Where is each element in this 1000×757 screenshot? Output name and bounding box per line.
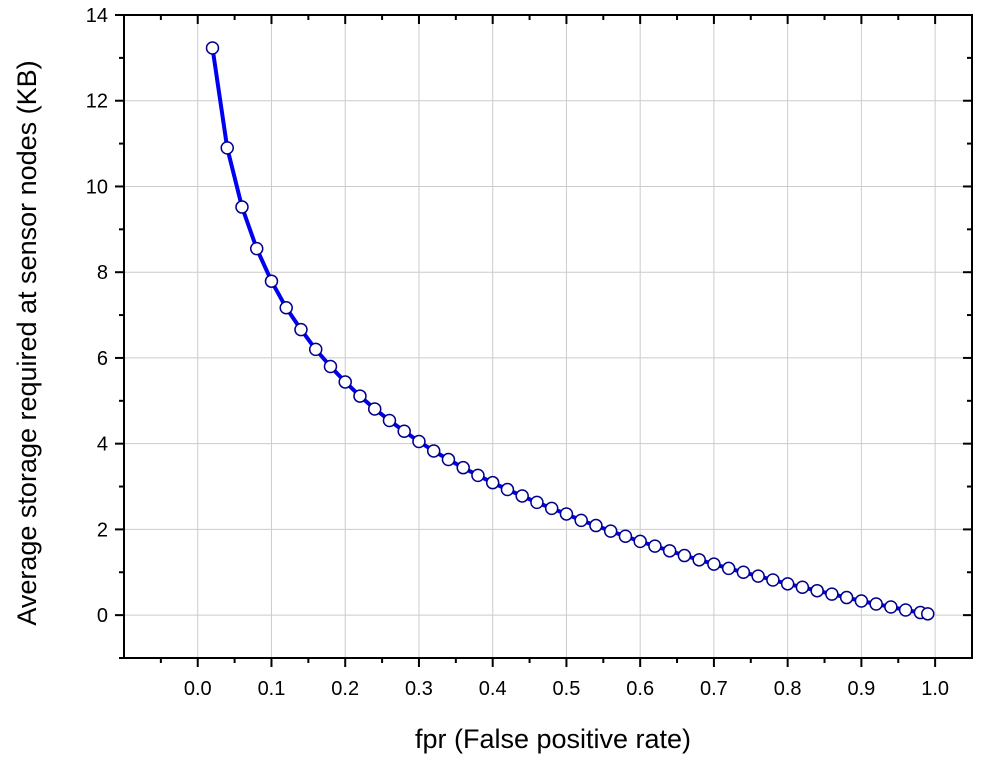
data-point — [367, 402, 382, 416]
data-point — [751, 569, 765, 583]
y-tick-label: 0 — [97, 605, 108, 627]
data-point — [721, 561, 736, 576]
x-tick-label: 0.8 — [774, 678, 802, 700]
data-point — [736, 565, 751, 580]
x-axis-title: fpr (False positive rate) — [415, 724, 691, 754]
y-axis-title: Average storage required at sensor nodes… — [12, 60, 42, 625]
y-tick-label: 12 — [86, 91, 108, 113]
data-point — [456, 460, 470, 475]
x-tick-labels: 0.0 0.1 0.2 0.3 0.4 0.5 0.6 0.7 0.8 0.9 1.0 — [184, 678, 949, 700]
data-point — [412, 434, 426, 449]
data-point — [397, 424, 411, 438]
x-tick-label: 0.1 — [258, 678, 286, 700]
x-tick-label: 0.5 — [553, 678, 581, 700]
data-point — [220, 141, 234, 155]
x-tick-label: 0.2 — [331, 678, 359, 700]
data-point — [485, 475, 500, 490]
y-tick-label: 14 — [86, 5, 108, 27]
data-point — [921, 607, 935, 621]
data-point — [544, 501, 559, 516]
data-point — [618, 529, 633, 544]
data-point — [884, 600, 898, 614]
data-point — [426, 444, 441, 458]
data-point — [589, 518, 603, 533]
data-point — [603, 524, 618, 538]
data-point — [338, 375, 352, 389]
data-point — [264, 274, 279, 288]
y-tick-label: 10 — [86, 176, 108, 198]
data-point — [279, 301, 293, 315]
data-point — [515, 489, 529, 503]
data-point — [707, 557, 721, 571]
y-tick-label: 6 — [97, 348, 108, 370]
data-point — [294, 322, 308, 337]
data-point — [810, 583, 824, 598]
data-point — [869, 597, 883, 611]
y-tick-label: 8 — [97, 262, 108, 284]
data-point — [205, 41, 220, 55]
data-point — [662, 544, 677, 558]
plot-frame — [123, 14, 973, 659]
y-tick-label: 2 — [97, 519, 108, 541]
data-point — [382, 413, 397, 428]
data-point — [308, 342, 323, 357]
x-tick-label: 0.7 — [700, 678, 728, 700]
data-point — [441, 452, 456, 467]
data-point — [766, 573, 780, 587]
x-tick-label: 0.6 — [626, 678, 654, 700]
x-tick-label: 0.0 — [184, 678, 212, 700]
data-point — [825, 587, 839, 601]
x-tick-label: 0.3 — [405, 678, 433, 700]
data-point — [353, 389, 367, 403]
data-point — [839, 590, 854, 605]
data-point — [574, 513, 588, 528]
data-point — [648, 539, 662, 553]
data-point — [677, 548, 692, 563]
series-markers — [205, 41, 935, 621]
grid — [124, 14, 972, 658]
data-point — [633, 534, 647, 549]
data-point — [323, 359, 338, 374]
x-tick-label: 1.0 — [921, 678, 949, 700]
data-point — [898, 603, 913, 617]
x-tick-label: 0.4 — [479, 678, 507, 700]
data-point — [692, 553, 706, 567]
data-point — [249, 241, 264, 256]
data-point — [235, 200, 249, 214]
data-point — [780, 577, 795, 591]
data-point — [854, 594, 869, 608]
y-tick-labels: 0 2 4 6 8 10 12 14 — [86, 5, 108, 627]
data-point — [471, 468, 485, 483]
x-tick-label: 0.9 — [847, 678, 875, 700]
y-tick-label: 4 — [97, 434, 108, 456]
data-point — [795, 580, 810, 595]
axis-ticks — [115, 14, 972, 667]
data-point — [500, 482, 515, 497]
data-point — [530, 495, 544, 510]
data-point — [559, 507, 574, 521]
